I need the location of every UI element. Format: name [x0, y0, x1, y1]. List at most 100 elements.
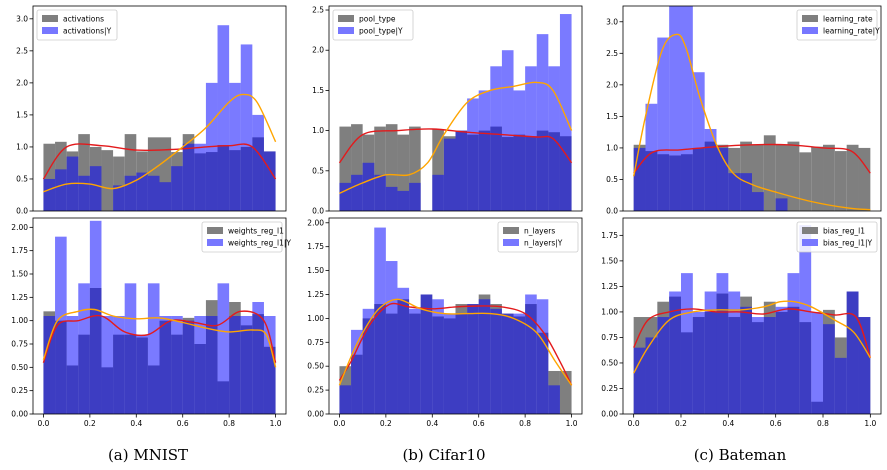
conditional-bar	[229, 316, 241, 414]
legend-swatch-marginal	[207, 227, 223, 234]
kde-conditional-line	[338, 298, 573, 386]
legend-label-marginal: learning_rate	[823, 15, 873, 24]
conditional-bar	[205, 316, 218, 414]
conditional-bar	[501, 50, 514, 211]
caption-bateman: (c) Bateman	[693, 446, 787, 464]
conditional-bar	[692, 72, 705, 211]
conditional-bar	[171, 316, 183, 414]
plot-area	[42, 220, 277, 414]
y-tick-label: 0.25	[307, 386, 324, 395]
y-tick-label: 1.0	[312, 126, 324, 135]
conditional-bar	[704, 291, 717, 414]
y-tick-label: 2.5	[606, 49, 618, 58]
conditional-bar	[443, 313, 456, 414]
y-tick-label: 1.00	[307, 314, 324, 323]
y-tick-label: 0.75	[11, 340, 28, 349]
legend-swatch-conditional	[503, 239, 519, 246]
conditional-bar	[478, 299, 491, 414]
plot-area	[42, 25, 277, 211]
y-tick-label: 0.00	[11, 410, 28, 419]
conditional-bar	[147, 175, 160, 211]
subplot-6: 0.00 0.25 0.50 0.75 1.00 1.25 1.50 1.75 0.0 0.2 0.…	[601, 217, 882, 428]
x-tick-label: 0.4	[130, 419, 142, 428]
conditional-bar	[362, 162, 375, 211]
legend: activations activations|Y	[36, 9, 118, 41]
marginal-bar	[432, 129, 444, 211]
y-tick-label: 0.50	[307, 362, 324, 371]
conditional-bar	[374, 174, 386, 211]
y-tick-label: 0.50	[11, 363, 28, 372]
conditional-bar	[101, 316, 114, 414]
y-tick-label: 2.00	[307, 218, 324, 227]
y-tick-label: 2.00	[11, 223, 28, 232]
x-tick-label: 0.2	[380, 419, 392, 428]
conditional-bar	[409, 182, 421, 211]
y-tick-label: 0.25	[11, 386, 28, 395]
conditional-bar	[490, 66, 502, 211]
axes-frame	[328, 5, 583, 212]
kde-marginal-line	[42, 310, 277, 363]
subplot-3: 0.0 0.5 1.0 1.5 2.0 2.5 3.0 learning_ratelearni…	[606, 5, 882, 216]
marginal-bar	[823, 144, 835, 211]
x-tick-label: 0.8	[223, 419, 235, 428]
conditional-bar	[194, 316, 206, 414]
conditional-bar	[467, 98, 479, 211]
legend-swatch-marginal	[802, 15, 818, 22]
legend-swatch-conditional	[802, 239, 818, 246]
conditional-bar	[136, 172, 148, 211]
legend-swatch-marginal	[42, 15, 58, 22]
y-tick-label: 1.00	[11, 316, 28, 325]
conditional-bar	[78, 175, 90, 211]
conditional-bar	[113, 185, 125, 211]
y-tick-label: 3.0	[606, 17, 618, 26]
y-tick-label: 0.00	[307, 410, 324, 419]
legend-label-marginal: bias_reg_l1	[823, 227, 865, 236]
conditional-bar	[680, 6, 693, 211]
y-tick-label: 1.50	[11, 270, 28, 279]
kde-conditional-line	[633, 300, 871, 374]
y-tick-label: 2.5	[312, 6, 324, 15]
conditional-bar	[339, 385, 352, 414]
legend-label-conditional: pool_type|Y	[359, 27, 403, 36]
conditional-bar	[78, 283, 90, 414]
conditional-bar	[716, 273, 729, 414]
marginal-bar	[811, 146, 824, 211]
y-tick-label: 1.25	[601, 282, 618, 291]
marginal-bar	[559, 370, 572, 414]
conditional-bar	[752, 317, 764, 414]
conditional-bar	[420, 294, 433, 414]
conditional-bar	[811, 311, 824, 414]
conditional-bar	[740, 306, 752, 414]
conditional-bar	[362, 308, 375, 414]
conditional-bar	[124, 283, 137, 414]
y-tick-label: 1.75	[11, 246, 28, 255]
conditional-bar	[409, 308, 421, 414]
conditional-bar	[194, 143, 206, 211]
marginal-bar	[763, 135, 776, 211]
subplot-1: 0.00.51.01.52.02.53.0 activationsactivati…	[16, 5, 287, 216]
kde-conditional-line	[43, 93, 277, 193]
subplot-5: 0.00 0.25 0.50 0.75 1.00 1.25 1.50 1.75 2.00 0.0 0…	[307, 217, 583, 428]
conditional-bar	[89, 166, 102, 211]
y-tick-label: 2.0	[606, 80, 618, 89]
x-tick-label: 0.4	[722, 419, 734, 428]
conditional-bar	[182, 143, 195, 211]
y-tick-label: 2.0	[16, 78, 28, 87]
legend-swatch-marginal	[802, 227, 818, 234]
conditional-bar	[752, 192, 764, 211]
conditional-bar	[536, 34, 549, 211]
conditional-bar	[229, 82, 241, 211]
y-tick-label: 0.75	[601, 333, 618, 342]
conditional-bar	[66, 316, 79, 414]
y-tick-label: 1.5	[312, 86, 324, 95]
conditional-bar	[513, 313, 526, 414]
x-tick-label: 1.0	[270, 419, 282, 428]
y-tick-label: 0.0	[606, 207, 618, 216]
x-tick-label: 0.6	[473, 419, 485, 428]
conditional-bar	[669, 291, 681, 414]
conditional-bar	[657, 37, 670, 211]
conditional-bar	[716, 147, 729, 211]
legend-swatch-marginal	[503, 227, 519, 234]
x-tick-label: 0.8	[817, 419, 829, 428]
y-tick-label: 0.00	[601, 410, 618, 419]
